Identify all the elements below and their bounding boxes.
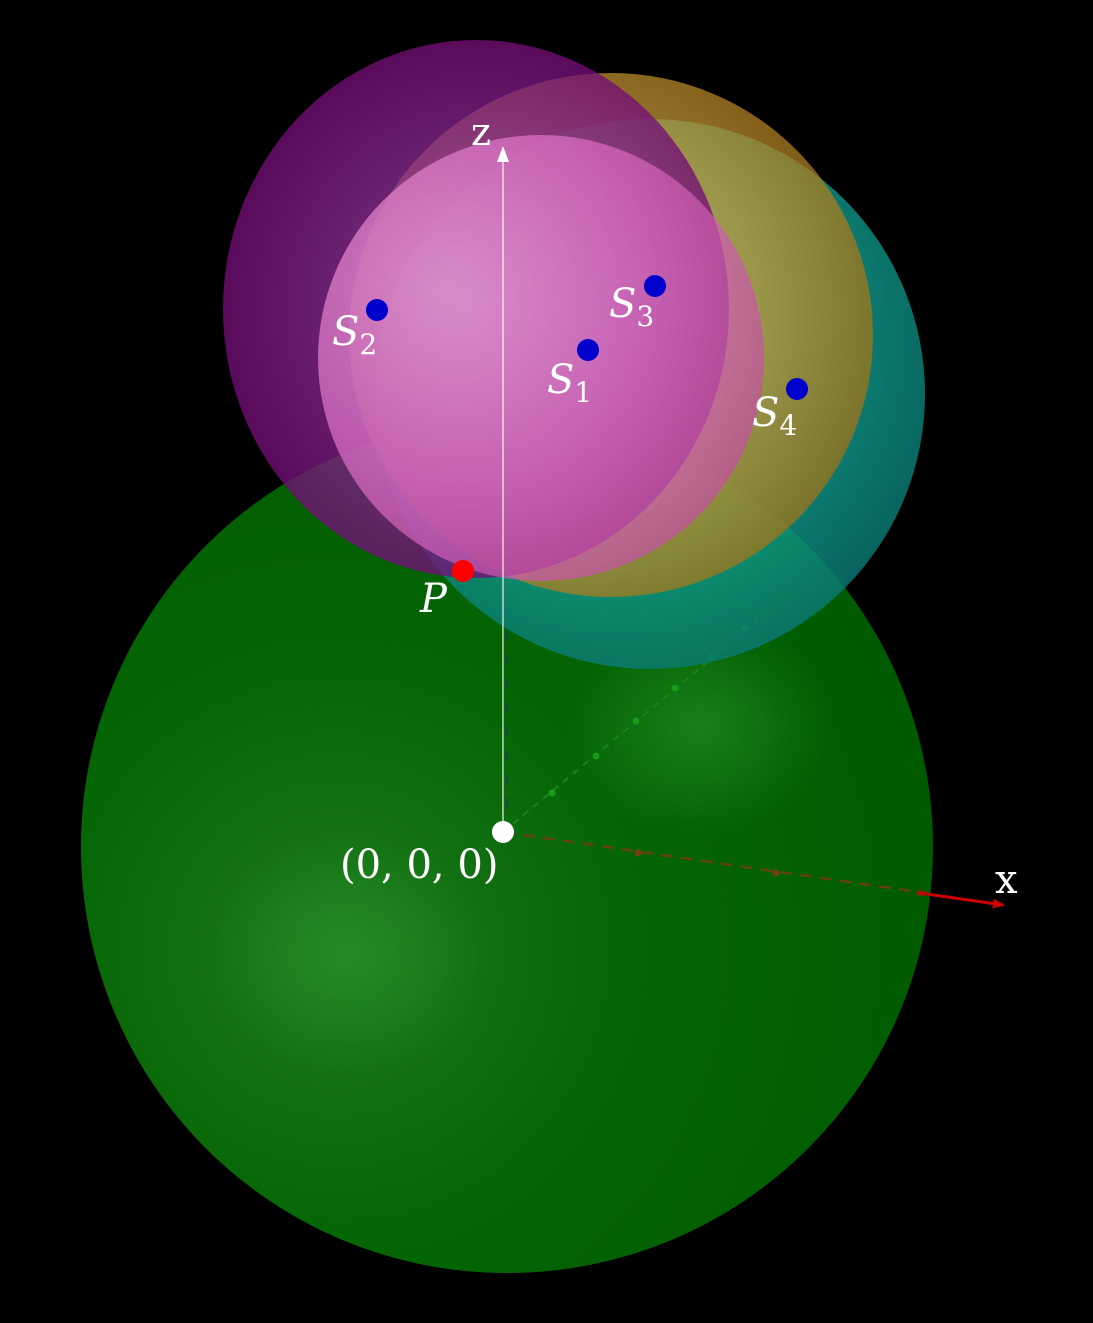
x-axis-hidden xyxy=(502,830,926,895)
x-axis-tip xyxy=(919,891,1005,909)
s3-point xyxy=(644,275,666,297)
s4-label: S4 xyxy=(752,390,797,442)
origin-sphere-highlight-lower xyxy=(210,835,490,1075)
x-axis-tick xyxy=(772,869,780,877)
x-axis-label: x xyxy=(995,857,1018,903)
z-axis-label: z xyxy=(471,110,491,154)
origin-sphere-highlight-upper xyxy=(570,615,830,835)
s2-point xyxy=(366,299,388,321)
p-point xyxy=(452,560,474,582)
y-axis-tick xyxy=(548,789,556,797)
y-axis-tick xyxy=(592,752,600,760)
y-axis-tick xyxy=(632,717,640,725)
origin-point xyxy=(492,821,514,843)
x-axis-tick xyxy=(634,849,642,857)
p-label: P xyxy=(419,576,448,622)
s3-label: S3 xyxy=(609,281,654,333)
z-axis-arrowhead xyxy=(497,146,509,162)
s4-point xyxy=(786,378,808,400)
s2-label: S2 xyxy=(332,309,377,361)
y-axis-tick xyxy=(671,684,679,692)
origin-label: (0, 0, 0) xyxy=(340,842,498,888)
s1-point xyxy=(577,339,599,361)
s1-sphere xyxy=(318,135,764,581)
s1-label: S1 xyxy=(547,357,592,409)
